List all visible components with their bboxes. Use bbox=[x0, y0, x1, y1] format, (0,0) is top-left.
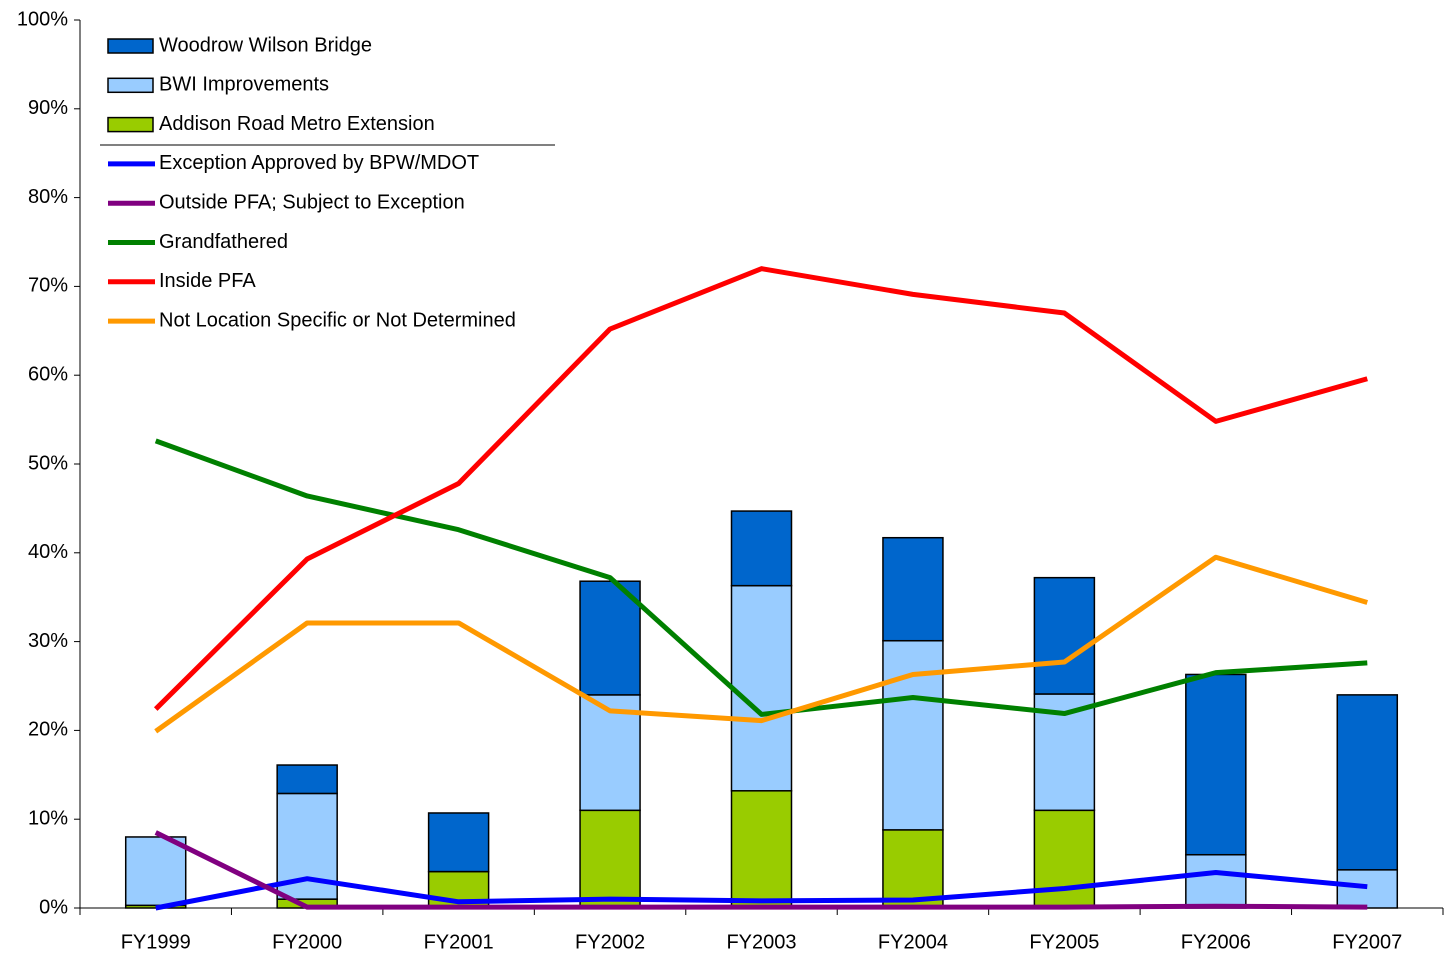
y-tick-label: 50% bbox=[28, 452, 68, 474]
y-tick-label: 60% bbox=[28, 363, 68, 385]
x-tick-label: FY2006 bbox=[1181, 931, 1251, 953]
x-tick-label: FY2007 bbox=[1332, 931, 1402, 953]
bar-segment bbox=[579, 580, 641, 696]
y-tick-label: 0% bbox=[39, 896, 68, 918]
x-tick-label: FY1999 bbox=[121, 931, 191, 953]
x-tick-label: FY2005 bbox=[1029, 931, 1099, 953]
y-tick-label: 70% bbox=[28, 275, 68, 297]
legend-label: Grandfathered bbox=[159, 231, 288, 253]
bar-segment bbox=[579, 809, 641, 909]
legend-label: Addison Road Metro Extension bbox=[159, 113, 435, 135]
line-series bbox=[155, 869, 1368, 911]
x-tick-label: FY2002 bbox=[575, 931, 645, 953]
x-tick-label: FY2001 bbox=[424, 931, 494, 953]
y-tick-label: 10% bbox=[28, 807, 68, 829]
y-tick-label: 90% bbox=[28, 97, 68, 119]
bar-segment bbox=[1033, 576, 1096, 695]
bar-segment bbox=[882, 536, 944, 642]
legend-label: Inside PFA bbox=[159, 270, 256, 292]
bar-segment bbox=[427, 812, 490, 873]
legend-label: Not Location Specific or Not Determined bbox=[159, 309, 516, 331]
y-tick-label: 80% bbox=[28, 186, 68, 208]
bar-segment bbox=[1336, 694, 1399, 871]
y-tick-label: 100% bbox=[17, 8, 68, 30]
bar-segment bbox=[730, 790, 793, 909]
line-series bbox=[153, 266, 1368, 711]
bar-segment bbox=[730, 510, 793, 587]
y-tick-label: 30% bbox=[28, 630, 68, 652]
legend-swatch bbox=[107, 77, 154, 94]
y-tick-label: 40% bbox=[28, 541, 68, 563]
y-tick-label: 20% bbox=[28, 719, 68, 741]
bar-segment bbox=[1185, 853, 1247, 909]
bar-segment bbox=[1336, 869, 1399, 909]
line-series bbox=[154, 830, 1368, 910]
legend-swatch bbox=[107, 116, 154, 133]
line-series bbox=[154, 438, 1368, 717]
bar-segment bbox=[1185, 673, 1247, 856]
x-tick-label: FY2000 bbox=[272, 931, 342, 953]
bar-segment bbox=[882, 829, 944, 909]
legend-label: Exception Approved by BPW/MDOT bbox=[159, 152, 479, 174]
legend-label: Woodrow Wilson Bridge bbox=[159, 34, 372, 56]
line-series bbox=[154, 554, 1368, 734]
bar-segment bbox=[730, 584, 793, 792]
bar-segment bbox=[1033, 809, 1096, 909]
x-tick-label: FY2003 bbox=[726, 931, 796, 953]
legend-label: Outside PFA; Subject to Exception bbox=[159, 191, 465, 213]
bar-segment bbox=[124, 836, 187, 907]
bar-segment bbox=[276, 764, 338, 795]
x-tick-label: FY2004 bbox=[878, 931, 948, 953]
bar-segment bbox=[882, 639, 944, 831]
legend-label: BWI Improvements bbox=[159, 74, 329, 96]
legend-swatch bbox=[107, 38, 154, 54]
